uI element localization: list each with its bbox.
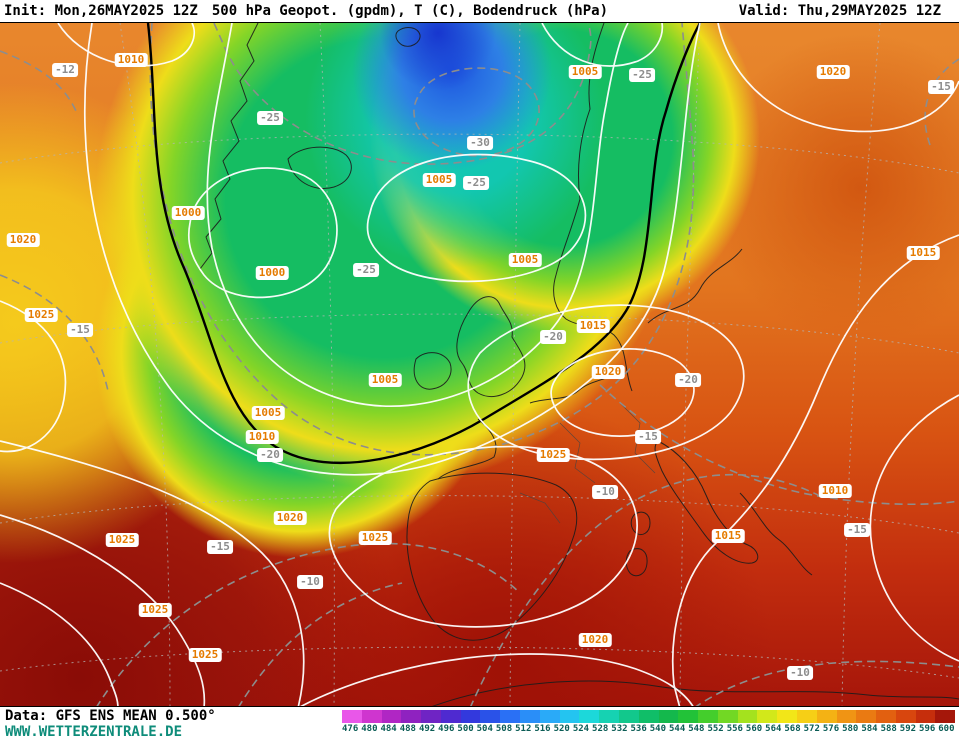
colorbar-segment (618, 710, 639, 723)
map-title: 500 hPa Geopot. (gpdm), T (C), Bodendruc… (211, 3, 609, 19)
colorbar-segment (895, 710, 916, 723)
colorbar-segment (658, 710, 679, 723)
colorbar-segment (342, 710, 362, 723)
valid-datetime: Valid: Thu,29MAY2025 12Z (738, 3, 941, 19)
colorbar-tick: 524 (572, 724, 590, 734)
colorbar-segment (717, 710, 738, 723)
colorbar-tick: 576 (822, 724, 840, 734)
colorbar-tick: 528 (592, 724, 609, 734)
colorbar-tick: 480 (361, 724, 378, 734)
temperature-contours (0, 23, 959, 706)
coastlines (199, 23, 959, 706)
colorbar-tick: 484 (380, 724, 397, 734)
colorbar-segment (401, 710, 422, 723)
colorbar-tick: 548 (688, 724, 705, 734)
colorbar-tick: 488 (399, 724, 416, 734)
colorbar-tick: 584 (861, 724, 878, 734)
colorbar-tick: 532 (611, 724, 628, 734)
colorbar-tick: 536 (630, 724, 647, 734)
colorbar-tick: 516 (534, 724, 551, 734)
colorbar-segment (935, 710, 956, 723)
geopotential-colorbar: 476 480 484 488 492 496 500 504 508 512 516 520 524 5… (342, 707, 959, 741)
colorbar-tick: 556 (726, 724, 743, 734)
colorbar-segment (361, 710, 382, 723)
colorbar-tick: 504 (476, 724, 493, 734)
colorbar-tick: 568 (784, 724, 801, 734)
colorbar-tick: 476 (342, 724, 359, 734)
colorbar-ticks: 476 480 484 488 492 496 500 504 508 512 516 520 524 5… (342, 724, 955, 734)
colorbar-segment (638, 710, 659, 723)
colorbar-tick: 496 (438, 724, 455, 734)
colorbar-segment (500, 710, 521, 723)
colorbar-segment (757, 710, 778, 723)
colorbar-tick: 500 (457, 724, 474, 734)
colorbar-segment (579, 710, 600, 723)
colorbar-tick: 600 (938, 724, 955, 734)
colorbar-tick: 512 (515, 724, 532, 734)
colorbar-segment (836, 710, 857, 723)
geopotential-main-contour (146, 23, 702, 465)
colorbar-tick: 508 (495, 724, 513, 734)
colorbar-tick: 580 (842, 724, 859, 734)
colorbar-tick: 572 (803, 724, 820, 734)
colorbar-segment (539, 710, 560, 723)
colorbar-tick: 520 (553, 724, 570, 734)
colorbar-tick: 552 (707, 724, 724, 734)
colorbar-segment (816, 710, 837, 723)
colorbar-segment (856, 710, 877, 723)
website-text: WWW.WETTERZENTRALE.DE (5, 724, 183, 740)
colorbar-segment (559, 710, 580, 723)
colorbar-segment (440, 710, 461, 723)
colorbar-tick: 592 (899, 724, 917, 734)
colorbar-tick: 492 (418, 724, 436, 734)
data-source: Data: GFS ENS MEAN 0.500° (5, 708, 216, 724)
colorbar-segment (520, 710, 540, 723)
colorbar-tick: 596 (919, 724, 936, 734)
colorbar-tick: 564 (765, 724, 782, 734)
colorbar-segment (777, 710, 797, 723)
map-canvas (0, 22, 959, 707)
map-header: Init: Mon,26MAY2025 12Z 500 hPa Geopot. … (0, 0, 959, 22)
colorbar-segment (460, 710, 481, 723)
init-datetime: Init: Mon,26MAY2025 12Z (4, 3, 198, 19)
colorbar-tick: 540 (649, 724, 667, 734)
colorbar-segment (480, 710, 501, 723)
colorbar-segment (678, 710, 699, 723)
colorbar-segment (698, 710, 718, 723)
map-footer: Data: GFS ENS MEAN 0.500° WWW.WETTERZENT… (0, 707, 959, 741)
colorbar-tick: 588 (880, 724, 897, 734)
colorbar-segment (421, 710, 441, 723)
colorbar-segment (796, 710, 817, 723)
colorbar-segment (599, 710, 619, 723)
weather-field-svg (0, 23, 959, 706)
colorbar-segment (876, 710, 896, 723)
credits-block: Data: GFS ENS MEAN 0.500° WWW.WETTERZENT… (0, 707, 342, 741)
colorbar-tick: 544 (668, 724, 686, 734)
colorbar-segments (342, 710, 956, 723)
colorbar-segment (381, 710, 402, 723)
colorbar-segment (737, 710, 758, 723)
colorbar-tick: 560 (745, 724, 763, 734)
colorbar-segment (915, 710, 936, 723)
